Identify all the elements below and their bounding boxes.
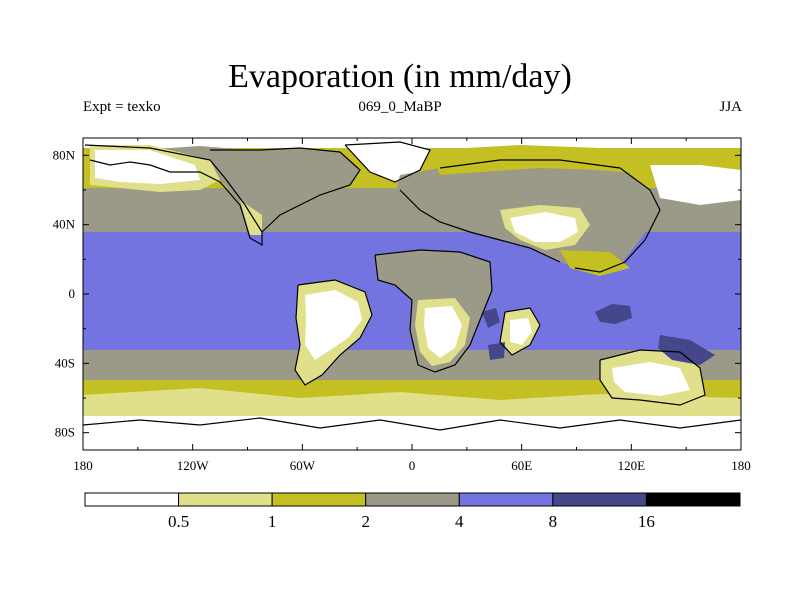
x-tick-label: 120E [618,458,646,473]
coastline-australia [599,349,706,406]
x-tick-label: 180 [73,458,93,473]
map-field [83,138,741,450]
colorbar: 0.5 1 2 4 8 16 [84,492,741,531]
colorbar-swatch [458,492,554,507]
colorbar-swatch [271,492,367,507]
field-patch-central-asia-white [510,212,578,242]
y-tick-label: 80N [53,147,76,162]
x-tick-label: 180 [731,458,751,473]
field-patch-india-white [510,318,532,345]
x-tick-label: 0 [409,458,416,473]
field-patch-northeast-asia-white [650,165,741,205]
colorbar-label: 16 [638,512,655,531]
field-patch-south-light [83,388,741,410]
field-patch-dark-blue-3 [482,308,500,328]
y-tick-label: 80S [55,425,75,440]
colorbar-swatch [178,492,273,507]
colorbar-label: 4 [455,512,464,531]
y-tick-label: 0 [69,286,76,301]
colorbar-swatch [552,492,647,507]
field-patch-dark-blue-2 [658,335,715,365]
y-tick-label: 40N [53,217,76,232]
coastline-north-america [84,144,263,247]
x-tick-label: 60E [511,458,532,473]
field-patch-greenland [345,142,430,182]
field-patch-southeast-asia [560,250,630,276]
colorbar-label: 2 [361,512,370,531]
coastline-eurasia-south [399,189,561,263]
field-patch-central-america [240,200,262,235]
colorbar-swatch [365,492,460,507]
coastlines [83,141,741,431]
coastline-south-america [294,279,373,386]
colorbar-label: 8 [549,512,558,531]
coastline-greenland [344,141,431,183]
axis-ticks: 180 120W 60W 0 60E 120E 180 80N 40N 0 40S 80S [53,138,751,473]
colorbar-swatch [645,492,741,507]
coastline-africa [374,249,493,373]
colorbar-label: 0.5 [168,512,189,531]
field-patch-south-america-white [305,290,362,360]
field-patch-dark-blue-1 [595,304,632,324]
season-label: JJA [719,99,742,115]
colorbar-label: 1 [268,512,277,531]
field-patch-africa-white [424,306,462,358]
field-patch-alaska-white [95,150,200,184]
period-label: 069_0_MaBP [358,99,442,115]
coastline-india [499,307,541,356]
x-tick-label: 60W [290,458,316,473]
coastline-antarctica [83,417,741,431]
field-patch-dark-blue-4 [488,342,505,360]
coastline-north-america-east [210,147,361,233]
coastline-eurasia-north [439,159,661,273]
x-tick-label: 120W [177,458,210,473]
field-patch-australia-white [612,362,690,396]
experiment-label: Expt = texko [83,99,161,115]
field-patch-south-grey [83,350,741,376]
map-title: Evaporation (in mm/day) [228,58,572,95]
y-tick-label: 40S [55,355,75,370]
colorbar-swatch [84,492,180,507]
